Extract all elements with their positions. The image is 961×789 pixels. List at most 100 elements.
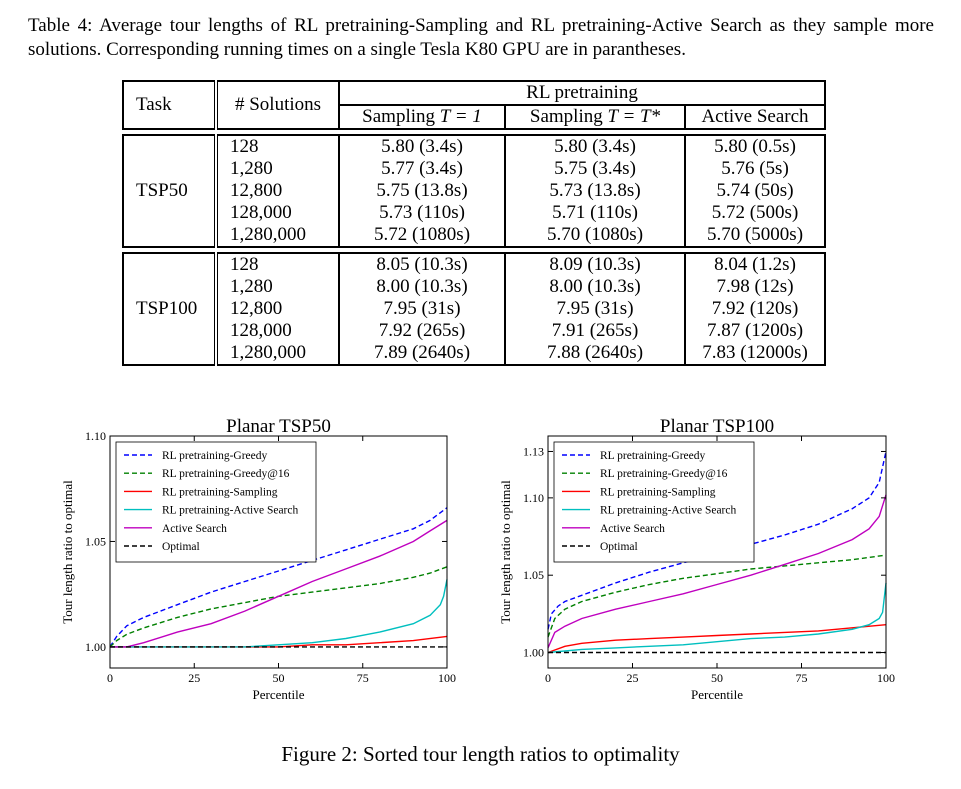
legend-label: RL pretraining-Sampling xyxy=(162,486,278,498)
y-axis-label: Tour length ratio to optimal xyxy=(498,480,513,624)
active-search-cell: 8.04 (1.2s) xyxy=(714,254,796,275)
legend-label: Active Search xyxy=(600,523,665,535)
legend-label: RL pretraining-Greedy xyxy=(600,450,706,462)
x-tick-label: 25 xyxy=(188,671,200,685)
header-sampling-tstar-text: Sampling xyxy=(529,106,608,127)
header-task: Task xyxy=(122,80,218,130)
legend-label: RL pretraining-Active Search xyxy=(600,505,736,517)
x-tick-label: 75 xyxy=(796,671,808,685)
x-axis-label: Percentile xyxy=(691,687,743,702)
sampling-t1-cell: 5.77 (3.4s) xyxy=(381,158,463,179)
legend-label: Optimal xyxy=(162,541,200,553)
sampling-t1-cell: 5.80 (3.4s) xyxy=(381,136,463,157)
legend-label: Optimal xyxy=(600,541,638,553)
active-search-cell: 7.92 (120s) xyxy=(711,298,799,319)
chart-title: Planar TSP50 xyxy=(226,416,331,437)
y-tick-label: 1.10 xyxy=(523,491,544,505)
series-line-rl-pretraining-greedy xyxy=(109,507,448,648)
x-tick-label: 75 xyxy=(357,671,369,685)
sampling-t1-cell: 5.75 (13.8s) xyxy=(376,180,468,201)
sampling-tstar-cell: 5.70 (1080s) xyxy=(546,224,644,245)
legend-box xyxy=(115,441,317,563)
figure-caption: Figure 2: Sorted tour length ratios to o… xyxy=(281,742,680,766)
header-sampling-t1-text: Sampling xyxy=(362,106,440,127)
y-tick-label: 1.05 xyxy=(85,534,106,548)
series-line-rl-pretraining-sampling xyxy=(547,624,887,654)
x-tick-label: 0 xyxy=(545,671,551,685)
solutions-cell: 1,280,000 xyxy=(230,224,306,245)
solutions-cell: 1,280 xyxy=(230,276,273,297)
y-tick-label: 1.10 xyxy=(85,429,106,443)
solutions-cell-group: 128 1,280 12,800 128,000 1,280,000 xyxy=(215,252,340,366)
header-sampling-tstar-math: T = T* xyxy=(607,106,661,127)
table-caption: Table 4: Average tour lengths of RL pret… xyxy=(28,15,934,60)
sampling-tstar-cell: 5.75 (3.4s) xyxy=(554,158,636,179)
solutions-cell-group: 128 1,280 12,800 128,000 1,280,000 xyxy=(215,134,340,248)
header-sampling-tstar: Sampling T = T* xyxy=(504,104,686,130)
series-line-active-search xyxy=(110,519,448,648)
series-line-rl-pretraining-greedy-16 xyxy=(547,554,887,638)
active-search-cell: 5.80 (0.5s) xyxy=(714,136,796,157)
legend-label: RL pretraining-Greedy@16 xyxy=(162,468,290,480)
sampling-t1-cell: 7.89 (2640s) xyxy=(373,342,471,363)
solutions-cell: 1,280 xyxy=(230,158,273,179)
active-search-cell-group: 8.04 (1.2s) 7.98 (12s) 7.92 (120s) 7.87 (12… xyxy=(684,252,826,366)
sampling-tstar-cell-group: 5.80 (3.4s) 5.75 (3.4s) 5.73 (13.8s) 5.71 (… xyxy=(504,134,686,248)
x-tick-label: 50 xyxy=(711,671,723,685)
task-cell: TSP50 xyxy=(122,134,218,248)
legend-label: RL pretraining-Sampling xyxy=(600,486,716,498)
header-rl-pretraining: RL pretraining xyxy=(338,80,826,106)
sampling-tstar-cell: 7.95 (31s) xyxy=(556,298,634,319)
active-search-cell: 5.76 (5s) xyxy=(721,158,789,179)
sampling-t1-cell-group: 8.05 (10.3s) 8.00 (10.3s) 7.95 (31s) 7.92 (… xyxy=(338,252,506,366)
header-sampling-t1: Sampling T = 1 xyxy=(338,104,506,130)
active-search-cell: 5.72 (500s) xyxy=(711,202,799,223)
active-search-cell: 7.87 (1200s) xyxy=(706,320,804,341)
solutions-cell: 1,280,000 xyxy=(230,342,306,363)
sampling-tstar-cell: 5.73 (13.8s) xyxy=(549,180,641,201)
header-active-search: Active Search xyxy=(684,104,826,130)
chart-2: Planar TSP100 0 25 50 75 100 1.00 1.05 1.10 1.13 P… xyxy=(498,416,895,702)
y-tick-label: 1.05 xyxy=(523,568,544,582)
x-axis-label: Percentile xyxy=(253,687,305,702)
active-search-cell: 7.98 (12s) xyxy=(716,276,794,297)
solutions-cell: 128,000 xyxy=(230,202,292,223)
sampling-t1-cell: 8.00 (10.3s) xyxy=(376,276,468,297)
table-row: TSP50 128 1,280 12,800 128,000 1,280,000 5.80 … xyxy=(122,134,826,248)
legend-label: RL pretraining-Greedy@16 xyxy=(600,468,728,480)
legend-box xyxy=(553,441,755,563)
sampling-t1-cell-group: 5.80 (3.4s) 5.77 (3.4s) 5.75 (13.8s) 5.73 (… xyxy=(338,134,506,248)
y-tick-label: 1.13 xyxy=(523,444,544,458)
solutions-cell: 12,800 xyxy=(230,180,283,201)
sampling-tstar-cell: 7.91 (265s) xyxy=(551,320,639,341)
active-search-cell: 5.74 (50s) xyxy=(716,180,794,201)
series-line-rl-pretraining-active-search xyxy=(547,582,887,654)
x-tick-label: 0 xyxy=(107,671,113,685)
solutions-cell: 12,800 xyxy=(230,298,283,319)
x-tick-label: 25 xyxy=(627,671,639,685)
sampling-t1-cell: 7.92 (265s) xyxy=(378,320,466,341)
charts-area: Planar TSP50 0 25 50 75 100 1.00 1.05 1.10 Percen… xyxy=(60,416,895,702)
sampling-tstar-cell: 8.00 (10.3s) xyxy=(549,276,641,297)
active-search-cell: 7.83 (12000s) xyxy=(702,342,808,363)
header-sampling-t1-math: T = 1 xyxy=(439,106,482,127)
solutions-cell: 128 xyxy=(230,254,259,275)
y-tick-label: 1.00 xyxy=(85,640,106,654)
x-tick-label: 50 xyxy=(273,671,285,685)
series-line-active-search xyxy=(547,494,887,649)
task-cell: TSP100 xyxy=(122,252,218,366)
x-tick-label: 100 xyxy=(877,671,895,685)
sampling-tstar-cell: 8.09 (10.3s) xyxy=(549,254,641,275)
legend-label: RL pretraining-Greedy xyxy=(162,450,268,462)
series-line-rl-pretraining-greedy-16 xyxy=(109,566,448,648)
legend-label: Active Search xyxy=(162,523,227,535)
sampling-t1-cell: 8.05 (10.3s) xyxy=(376,254,468,275)
solutions-cell: 128 xyxy=(230,136,259,157)
solutions-cell: 128,000 xyxy=(230,320,292,341)
sampling-t1-cell: 5.73 (110s) xyxy=(379,202,465,223)
y-tick-label: 1.00 xyxy=(523,646,544,660)
sampling-t1-cell: 7.95 (31s) xyxy=(383,298,461,319)
sampling-tstar-cell-group: 8.09 (10.3s) 8.00 (10.3s) 7.95 (31s) 7.91 (… xyxy=(504,252,686,366)
legend-label: RL pretraining-Active Search xyxy=(162,505,298,517)
active-search-cell-group: 5.80 (0.5s) 5.76 (5s) 5.74 (50s) 5.72 (500s… xyxy=(684,134,826,248)
